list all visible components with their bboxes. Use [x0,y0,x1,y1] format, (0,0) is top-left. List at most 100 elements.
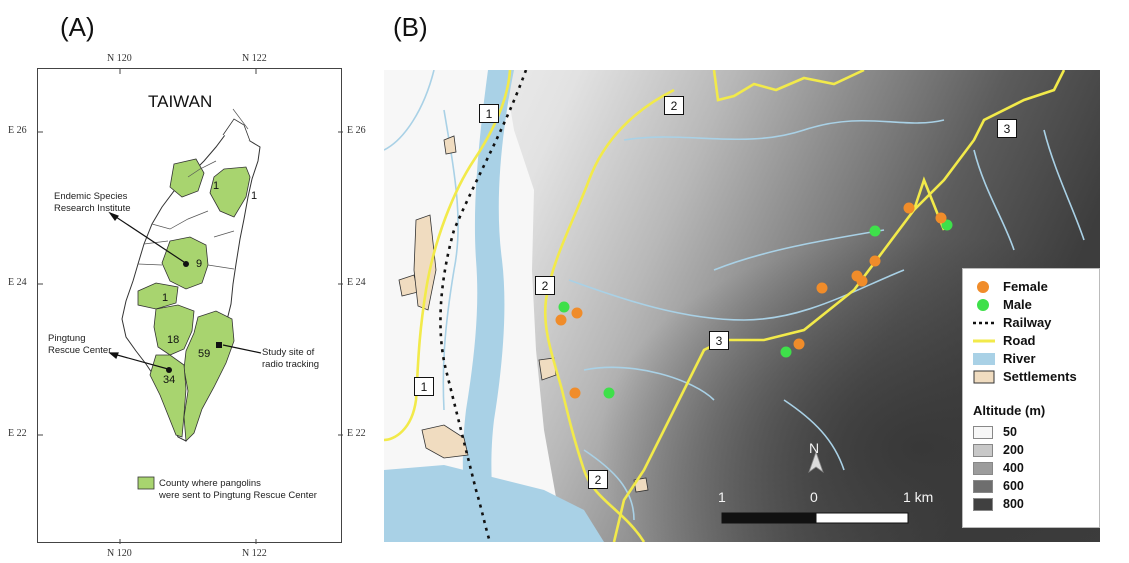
count-taitung: 59 [198,348,211,360]
main-river [462,70,514,542]
study-line2: radio tracking [262,359,320,370]
count-taoyuan: 1 [213,180,220,192]
female-location-point [555,314,567,326]
river-swatch-icon [973,353,995,365]
railway-line-icon [973,321,995,325]
count-kaohsiung: 18 [167,334,180,346]
scale-mid: 0 [810,489,818,505]
scale-bar-black [721,512,817,524]
taiwan-inset-map [37,68,343,544]
road-label-1-top-text: 1 [485,107,493,121]
county-yilan [209,166,251,218]
right-tick-24: E 24 [347,277,366,288]
institute-dot [183,261,189,267]
right-tick-26: E 26 [347,125,366,136]
male-dot-icon [977,299,989,311]
alt-label-800: 800 [1003,497,1024,511]
left-tick-22: E 22 [8,428,27,439]
settlement-swatch-icon [973,370,995,384]
road-line-icon [973,339,995,343]
road-label-2-mid: 2 [535,276,555,295]
female-location-point [856,275,868,287]
county-chiayi [137,282,179,310]
female-location-point [793,338,805,350]
female-location-point [571,307,583,319]
scale-left: 1 [718,489,726,505]
county-pingtung [149,354,187,438]
female-dot-icon [977,281,989,293]
taiwan-title: TAIWAN [148,92,213,111]
count-pingtung: 34 [163,374,176,386]
scale-right: 1 km [903,489,934,505]
legend-swatch [137,476,155,490]
study-site-square [216,342,222,348]
top-tick-120: N 120 [107,53,132,64]
road-label-2-top: 2 [664,96,684,115]
left-tick-24: E 24 [8,277,27,288]
male-location-point [869,225,881,237]
legend-railway-text: Railway [1003,315,1052,330]
legend-road-text: Road [1003,333,1036,348]
inset-legend-text: County where pangolins were sent to Ping… [159,478,317,502]
road-label-3-top: 3 [997,119,1017,138]
settlements [398,135,649,493]
alt-swatch-50 [973,426,993,439]
road-label-2-bottom: 2 [588,470,608,489]
institute-label: Endemic Species Research Institute [54,191,131,215]
bottom-tick-120: N 120 [107,548,132,559]
right-tick-22: E 22 [347,428,366,439]
female-location-point [869,255,881,267]
legend-male-text: Male [1003,297,1032,312]
road-label-3-mid: 3 [709,331,729,350]
road-label-2-mid-text: 2 [541,279,549,293]
count-nantou: 9 [196,258,203,270]
legend-female-text: Female [1003,279,1048,294]
road-label-2-top-text: 2 [670,99,678,113]
male-location-point [603,387,615,399]
north-arrow-icon [808,450,824,474]
alt-swatch-200 [973,444,993,457]
county-kaohsiung [153,304,195,356]
legend-river-text: River [1003,351,1036,366]
road-label-1-bottom: 1 [414,377,434,396]
left-tick-26: E 26 [8,125,27,136]
rescue-line2: Rescue Center [48,345,112,356]
female-location-point [903,202,915,214]
map-legend: Female Male Railway Road River Settlemen… [962,268,1100,528]
road-label-1-bottom-text: 1 [420,380,428,394]
panel-b-label: (B) [393,12,428,42]
alt-swatch-800 [973,498,993,511]
rescue-center-dot [166,367,172,373]
bottom-tick-122: N 122 [242,548,267,559]
alt-swatch-400 [973,462,993,475]
road-label-2-bottom-text: 2 [594,473,602,487]
count-chiayi: 1 [162,292,169,304]
altitude-title: Altitude (m) [973,403,1046,418]
female-location-point [935,212,947,224]
north-label: N [809,440,820,456]
county-taoyuan [169,158,205,198]
top-tick-122: N 122 [242,53,267,64]
taiwan-map-svg [38,69,343,544]
road-label-3-top-text: 3 [1003,122,1011,136]
inset-legend-line1: County where pangolins [159,478,261,489]
alt-label-600: 600 [1003,479,1024,493]
legend-settlements-text: Settlements [1003,369,1077,384]
institute-line2: Research Institute [54,203,131,214]
inset-legend-line2: were sent to Pingtung Rescue Center [159,490,317,501]
road-label-1-top: 1 [479,104,499,123]
count-yilan: 1 [251,190,258,202]
rescue-line1: Pingtung [48,333,86,344]
alt-label-50: 50 [1003,425,1017,439]
female-location-point [569,387,581,399]
alt-swatch-600 [973,480,993,493]
sea [384,465,604,542]
rescue-label: Pingtung Rescue Center [48,333,111,357]
panel-a-label: (A) [60,12,95,42]
alt-label-400: 400 [1003,461,1024,475]
institute-line1: Endemic Species [54,191,128,202]
railway [439,69,528,543]
roads [383,68,1066,543]
male-location-point [780,346,792,358]
alt-label-200: 200 [1003,443,1024,457]
